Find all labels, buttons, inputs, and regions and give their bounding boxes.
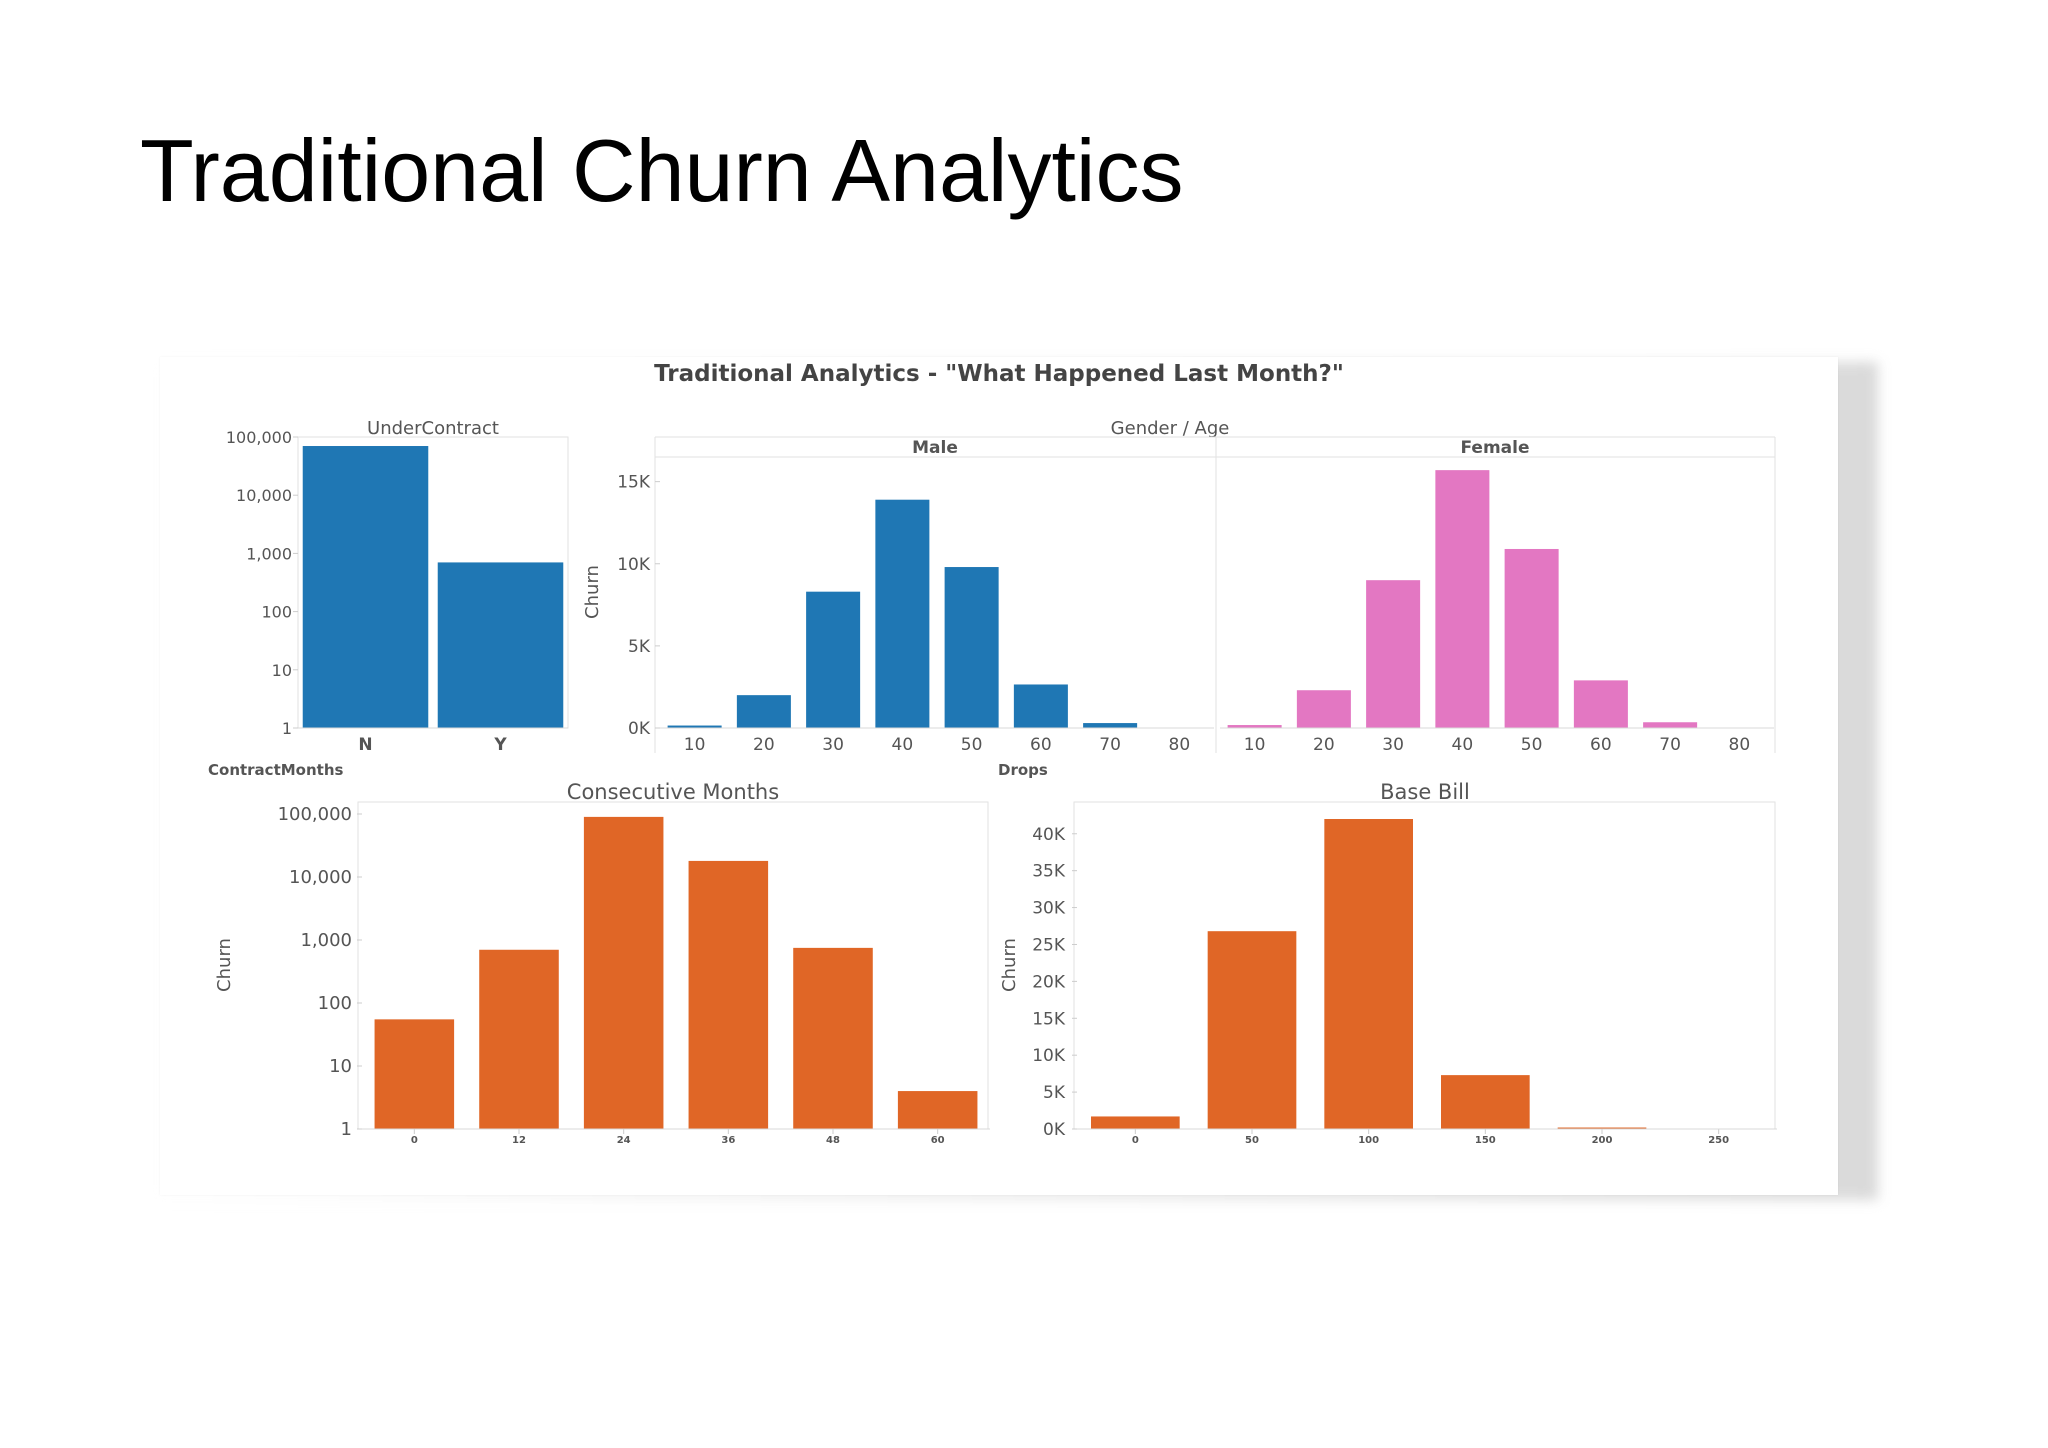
gender-age-male-xtick-label: 20 <box>753 735 775 755</box>
male-header: Male <box>912 438 958 458</box>
base-bill-xtick-label: 150 <box>1475 1135 1496 1146</box>
consecutive-months-ytick-label: 100 <box>318 993 352 1014</box>
under-contract-xtick-label: Y <box>493 735 507 755</box>
consecutive-months-bar <box>793 947 873 1129</box>
gender-age-female-xtick-label: 80 <box>1729 735 1751 755</box>
consecutive-months-bar <box>374 1019 455 1129</box>
consecutive-months-bar <box>897 1091 978 1129</box>
consecutive-months-ytick-label: 1 <box>341 1119 352 1140</box>
base-bill-bar <box>1091 1116 1180 1129</box>
base-bill-ytick-label: 40K <box>1032 825 1066 845</box>
gender-age-female-bar <box>1643 722 1698 728</box>
gender-age-male-ytick-label: 0K <box>628 719 651 739</box>
gender-age-male-xtick-label: 80 <box>1169 735 1191 755</box>
gender-age-female-xtick-label: 70 <box>1659 735 1681 755</box>
gender-age-male-xtick-label: 10 <box>684 735 706 755</box>
base-bill-ytick-label: 25K <box>1032 935 1066 955</box>
base-bill-frame <box>1073 801 1776 1130</box>
consecutive-months-xtick-label: 60 <box>931 1135 945 1146</box>
gender-age-male-bar <box>1083 723 1138 728</box>
gender-age-male-ytick-label: 5K <box>628 637 651 657</box>
base-bill-ytick-label: 35K <box>1032 862 1066 882</box>
base-bill-ytick-label: 20K <box>1032 972 1066 992</box>
gender-age-female-bar <box>1435 470 1490 728</box>
base-bill-xtick-label: 0 <box>1132 1135 1139 1146</box>
base-bill-xtick-label: 50 <box>1245 1135 1259 1146</box>
consecutive-months-bar <box>479 949 559 1129</box>
gender-age-female-bar <box>1504 548 1559 728</box>
base-bill-xtick-label: 100 <box>1358 1135 1379 1146</box>
dashboard-title: Traditional Analytics - "What Happened L… <box>654 361 1344 387</box>
base-bill-xtick-label: 250 <box>1708 1135 1729 1146</box>
under-contract-ytick-label: 10 <box>272 661 292 680</box>
gender-age-male-xtick-label: 70 <box>1099 735 1121 755</box>
consecutive-months-ytick-label: 100,000 <box>278 804 352 825</box>
base-bill-title: Base Bill <box>1380 780 1470 804</box>
gender-age-female-bar <box>1573 680 1628 728</box>
consecutive-months-bar <box>583 816 664 1129</box>
under-contract-ytick-label: 10,000 <box>236 486 292 505</box>
base-bill-bar <box>1324 819 1413 1129</box>
gender-age-male-bar <box>1013 684 1068 728</box>
gender-age-male-xtick-label: 40 <box>892 735 914 755</box>
gender-age-title: Gender / Age <box>1111 418 1230 439</box>
gender-age-male-bar <box>944 567 999 728</box>
under-contract-ytick-label: 1 <box>282 719 292 738</box>
gender-age-female-bar <box>1227 725 1282 728</box>
gender-age-male-xtick-label: 50 <box>961 735 983 755</box>
under-contract-bar <box>302 446 429 728</box>
gender-age-female-xtick-label: 30 <box>1382 735 1404 755</box>
gender-age-male-xtick-label: 30 <box>822 735 844 755</box>
gender-age-female-xtick-label: 10 <box>1244 735 1266 755</box>
gender-age-ylabel: Churn <box>582 565 603 619</box>
gender-age-male-bar <box>667 725 722 728</box>
base-bill-ytick-label: 10K <box>1032 1046 1066 1066</box>
gender-age-male-bar <box>736 695 791 728</box>
consecutive-months-xtick-label: 24 <box>617 1135 631 1146</box>
base-bill-bar <box>1557 1127 1647 1129</box>
base-bill-ytick-label: 15K <box>1032 1009 1066 1029</box>
consecutive-months-xtick-label: 36 <box>721 1135 735 1146</box>
gender-age-male-bar <box>875 499 930 728</box>
female-header: Female <box>1461 438 1530 458</box>
gender-age-female-xtick-label: 60 <box>1590 735 1612 755</box>
base-bill-bar <box>1441 1075 1530 1129</box>
consecutive-months-xtick-label: 12 <box>512 1135 526 1146</box>
under-contract-bar <box>437 562 564 728</box>
base-bill-ytick-label: 5K <box>1043 1083 1066 1103</box>
under-contract-ytick-label: 100 <box>261 603 292 622</box>
gender-age-female-xtick-label: 40 <box>1452 735 1474 755</box>
base-bill-ylabel: Churn <box>999 938 1020 992</box>
gender-age-male-xtick-label: 60 <box>1030 735 1052 755</box>
gender-age-female-xtick-label: 50 <box>1521 735 1543 755</box>
gender-age-male-ytick-label: 15K <box>617 473 651 493</box>
consecutive-months-ylabel: Churn <box>214 938 235 992</box>
contract-months-label: ContractMonths <box>208 761 344 779</box>
consecutive-months-ytick-label: 10 <box>329 1056 352 1077</box>
consecutive-months-xtick-label: 0 <box>411 1135 418 1146</box>
dashboard-panel: Traditional Analytics - "What Happened L… <box>160 357 1838 1195</box>
drops-label: Drops <box>998 761 1048 779</box>
consecutive-months-xtick-label: 48 <box>826 1135 840 1146</box>
under-contract-ytick-label: 100,000 <box>226 428 292 447</box>
gender-age-female-bar <box>1296 690 1351 728</box>
base-bill-ytick-label: 0K <box>1043 1120 1066 1140</box>
gender-age-female-bar <box>1366 580 1421 728</box>
under-contract-ytick-label: 1,000 <box>246 544 292 563</box>
under-contract-xtick-label: N <box>358 735 372 755</box>
consecutive-months-title: Consecutive Months <box>567 780 779 804</box>
under-contract-title: UnderContract <box>367 418 499 439</box>
base-bill-xtick-label: 200 <box>1592 1135 1613 1146</box>
gender-age-female-xtick-label: 20 <box>1313 735 1335 755</box>
consecutive-months-bar <box>688 860 769 1129</box>
consecutive-months-ytick-label: 1,000 <box>300 930 352 951</box>
slide-title: Traditional Churn Analytics <box>140 121 1184 220</box>
gender-age-male-ytick-label: 10K <box>617 555 651 575</box>
base-bill-ytick-label: 30K <box>1032 899 1066 919</box>
base-bill-bar <box>1207 931 1297 1129</box>
consecutive-months-ytick-label: 10,000 <box>289 867 352 888</box>
gender-age-male-bar <box>806 591 861 728</box>
